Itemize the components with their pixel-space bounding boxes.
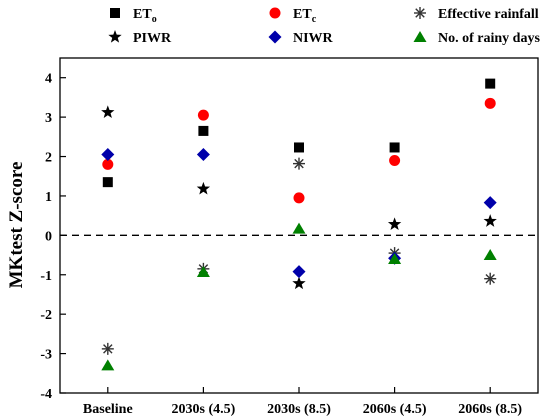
x-tick-label: 2060s (4.5) xyxy=(363,402,427,417)
legend-marker-asterisk xyxy=(414,7,426,19)
y-tick-label: -4 xyxy=(40,387,52,402)
x-tick-label: 2030s (8.5) xyxy=(267,402,331,417)
legend-label: ETo xyxy=(133,7,157,25)
legend-label: No. of rainy days xyxy=(438,31,540,46)
y-tick-label: -3 xyxy=(40,348,52,363)
legend-marker-square xyxy=(110,8,120,18)
y-tick-label: -2 xyxy=(40,308,52,323)
legend-label: PIWR xyxy=(133,31,172,46)
data-point-asterisk xyxy=(484,272,497,285)
data-point-circle xyxy=(293,192,305,204)
data-point-diamond xyxy=(292,265,306,279)
y-tick-label: 0 xyxy=(45,229,52,244)
data-point-triangle xyxy=(388,253,402,264)
legend-item: NIWR xyxy=(268,30,334,46)
data-point-square xyxy=(198,125,209,136)
legend-item: ETc xyxy=(269,7,317,25)
legend-marker-triangle xyxy=(413,31,427,42)
data-point-diamond xyxy=(196,148,210,162)
legend-marker-diamond xyxy=(268,30,282,44)
data-point-diamond xyxy=(483,196,497,210)
x-tick-label: Baseline xyxy=(83,402,133,417)
data-point-star xyxy=(483,214,497,227)
data-point-asterisk xyxy=(293,157,305,170)
y-tick-label: 3 xyxy=(45,111,52,126)
data-marks xyxy=(101,78,497,371)
data-point-star xyxy=(196,181,211,195)
legend-item: PIWR xyxy=(108,30,172,46)
axes: 4 3 2 1 0 -1 -2 -3 -4 Baseline 2030s (4.5) 2030s (8… xyxy=(40,72,522,417)
data-point-triangle xyxy=(101,359,115,371)
y-tick-label: 1 xyxy=(45,190,52,205)
data-point-triangle xyxy=(483,249,497,261)
legend-item: ETo xyxy=(110,7,157,25)
legend-marker-star xyxy=(108,30,122,43)
data-point-star xyxy=(101,105,115,119)
y-tick-label: -1 xyxy=(40,269,52,284)
data-point-square xyxy=(294,142,304,153)
legend-item: No. of rainy days xyxy=(413,31,540,46)
legend: ETo ETc Effective rainfall PIWR NIWR No. of r… xyxy=(108,7,540,46)
data-point-star xyxy=(292,276,306,290)
data-point-triangle xyxy=(292,222,306,234)
x-tick-label: 2060s (8.5) xyxy=(458,402,522,417)
legend-label: Effective rainfall xyxy=(438,7,539,22)
data-point-diamond xyxy=(101,148,115,162)
y-tick-label: 2 xyxy=(45,151,52,166)
data-point-triangle xyxy=(196,266,210,278)
legend-label: NIWR xyxy=(293,31,334,46)
data-point-circle xyxy=(484,97,496,109)
data-point-star xyxy=(387,217,402,230)
data-point-square xyxy=(485,78,496,89)
legend-label: ETc xyxy=(293,7,317,25)
x-tick-label: 2030s (4.5) xyxy=(172,402,236,417)
data-point-asterisk xyxy=(101,342,114,355)
data-point-square xyxy=(102,177,113,188)
legend-marker-circle xyxy=(269,7,281,19)
y-axis-label: MKtest Z-score xyxy=(6,162,27,289)
y-tick-label: 4 xyxy=(45,72,52,87)
legend-item: Effective rainfall xyxy=(414,7,539,22)
data-point-circle xyxy=(389,154,401,166)
data-point-square xyxy=(389,142,400,153)
data-point-circle xyxy=(197,109,209,121)
data-point-circle xyxy=(102,158,114,170)
